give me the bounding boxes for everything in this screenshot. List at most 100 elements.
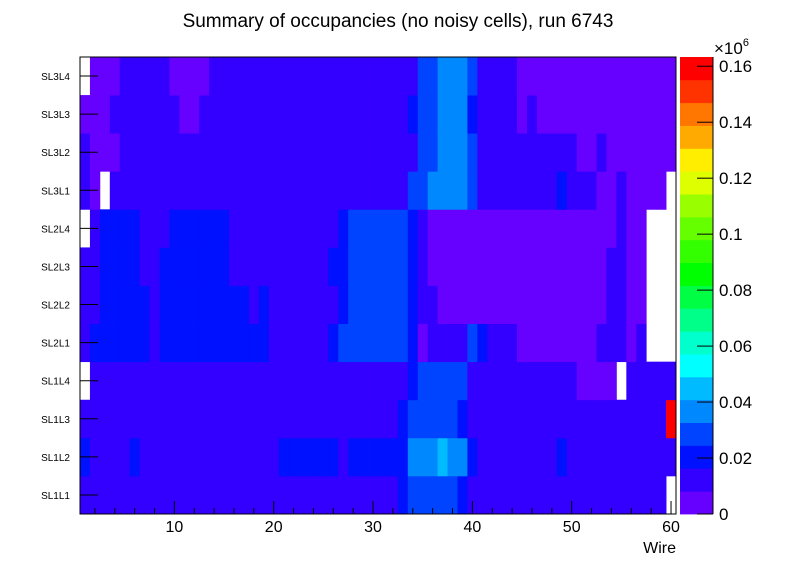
heatmap-cell — [139, 247, 150, 286]
heatmap-cell — [447, 133, 458, 172]
heatmap-cell — [119, 475, 131, 515]
heatmap-cell — [616, 285, 627, 324]
heatmap-cell — [139, 133, 150, 172]
heatmap-cell — [268, 437, 280, 477]
heatmap-cell — [606, 323, 617, 363]
heatmap-cell — [447, 95, 458, 134]
heatmap-cell — [457, 209, 468, 248]
heatmap-cell — [129, 437, 140, 477]
heatmap-cell — [308, 209, 319, 248]
heatmap-cell — [219, 133, 230, 172]
heatmap-cell — [407, 247, 419, 286]
heatmap-cell — [417, 95, 429, 134]
heatmap-cell — [368, 133, 379, 172]
heatmap-cell — [487, 57, 498, 96]
heatmap-cell — [586, 133, 597, 172]
heatmap-cell — [397, 437, 409, 477]
heatmap-cell — [159, 57, 170, 96]
heatmap-cell — [497, 361, 508, 401]
heatmap-cell — [536, 361, 548, 401]
heatmap-cell — [328, 285, 339, 324]
heatmap-cell — [238, 171, 250, 210]
heatmap-cell — [596, 57, 607, 96]
heatmap-cell — [288, 247, 299, 286]
heatmap-cell — [457, 437, 468, 477]
heatmap-cell — [517, 285, 528, 324]
heatmap-cell — [626, 247, 637, 286]
heatmap-cell — [586, 209, 597, 248]
heatmap-cell — [338, 133, 349, 172]
heatmap-cell — [189, 57, 200, 96]
z-multiplier-base: ×10 — [714, 39, 743, 58]
heatmap-cell — [427, 133, 438, 172]
heatmap-cell — [576, 57, 587, 96]
heatmap-cell — [109, 361, 121, 401]
heatmap-cell — [606, 95, 617, 134]
heatmap-cell — [417, 247, 429, 286]
heatmap-cell — [169, 57, 180, 96]
heatmap-cell — [209, 247, 220, 286]
heatmap-cell — [477, 247, 488, 286]
heatmap-cell — [318, 475, 329, 515]
heatmap-cell — [159, 95, 170, 134]
heatmap-cell — [109, 95, 121, 134]
heatmap-cell — [646, 475, 657, 515]
heatmap-cell — [179, 323, 190, 363]
heatmap-cell — [308, 475, 319, 515]
heatmap-cell — [527, 475, 538, 515]
heatmap-cell — [626, 171, 637, 210]
heatmap-cell — [169, 285, 180, 324]
heatmap-cell — [527, 57, 538, 96]
heatmap-cell — [487, 95, 498, 134]
heatmap-cell — [179, 437, 190, 477]
heatmap-cell — [109, 57, 121, 96]
heatmap-cell — [437, 285, 448, 324]
heatmap-cell — [209, 133, 220, 172]
heatmap-cell — [407, 285, 419, 324]
heatmap-cell — [169, 247, 180, 286]
heatmap-cell — [497, 475, 508, 515]
heatmap-cell — [556, 57, 568, 96]
heatmap-cell — [318, 133, 329, 172]
heatmap-cell — [358, 437, 369, 477]
heatmap-cell — [248, 247, 260, 286]
heatmap-cell — [566, 209, 578, 248]
heatmap-cell — [636, 171, 647, 210]
heatmap-cell — [407, 171, 419, 210]
heatmap-cell — [129, 323, 140, 363]
heatmap-cell — [487, 171, 498, 210]
y-tick-label: SL3L1 — [41, 186, 70, 197]
heatmap-cell — [536, 95, 548, 134]
heatmap-cell — [457, 57, 468, 96]
heatmap-cell — [179, 399, 190, 439]
heatmap-cell — [179, 209, 190, 248]
heatmap-cell — [179, 133, 190, 172]
heatmap-cell — [129, 133, 140, 172]
heatmap-cell — [169, 95, 180, 134]
heatmap-cell — [378, 209, 389, 248]
heatmap-cell — [298, 95, 309, 134]
heatmap-cell — [497, 95, 508, 134]
heatmap-cell — [159, 285, 170, 324]
heatmap-cell — [596, 209, 607, 248]
heatmap-cell — [636, 285, 647, 324]
heatmap-cell — [467, 57, 478, 96]
heatmap-cell — [288, 95, 299, 134]
heatmap-cell — [417, 361, 429, 401]
heatmap-cell — [546, 133, 558, 172]
heatmap-cell — [566, 361, 578, 401]
heatmap-cell — [566, 133, 578, 172]
heatmap-cell — [576, 475, 587, 515]
heatmap-cell — [397, 209, 409, 248]
color-bar-band — [680, 468, 713, 492]
heatmap-cell — [159, 133, 170, 172]
heatmap-cell — [497, 57, 508, 96]
heatmap-cell — [328, 209, 339, 248]
heatmap-cell — [606, 437, 617, 477]
heatmap-cell — [487, 475, 498, 515]
heatmap-cell — [378, 475, 389, 515]
heatmap-cell — [487, 133, 498, 172]
heatmap-cell — [119, 209, 131, 248]
color-bar-band — [680, 445, 713, 469]
heatmap-cell — [288, 209, 299, 248]
